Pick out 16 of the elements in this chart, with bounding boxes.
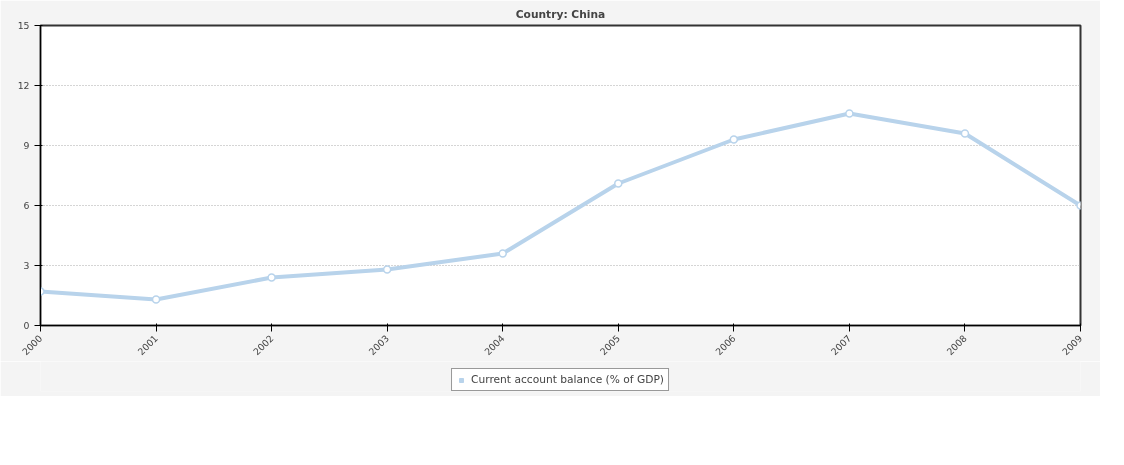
y-tick-label: 3 bbox=[23, 260, 30, 271]
chart-title: Country: China bbox=[515, 7, 606, 21]
y-tick-label: 15 bbox=[17, 20, 30, 31]
y-tick-label: 6 bbox=[23, 200, 30, 211]
legend-label: Current account balance (% of GDP) bbox=[471, 373, 664, 386]
point bbox=[614, 179, 623, 188]
point bbox=[267, 273, 276, 282]
point bbox=[498, 249, 507, 258]
y-tick-label: 9 bbox=[23, 140, 30, 151]
point bbox=[845, 109, 854, 118]
point bbox=[729, 135, 739, 144]
y-tick-label: 0 bbox=[23, 320, 30, 331]
point bbox=[151, 295, 161, 304]
y-tick-label: 12 bbox=[17, 80, 30, 91]
point bbox=[960, 129, 970, 138]
point bbox=[382, 265, 392, 274]
